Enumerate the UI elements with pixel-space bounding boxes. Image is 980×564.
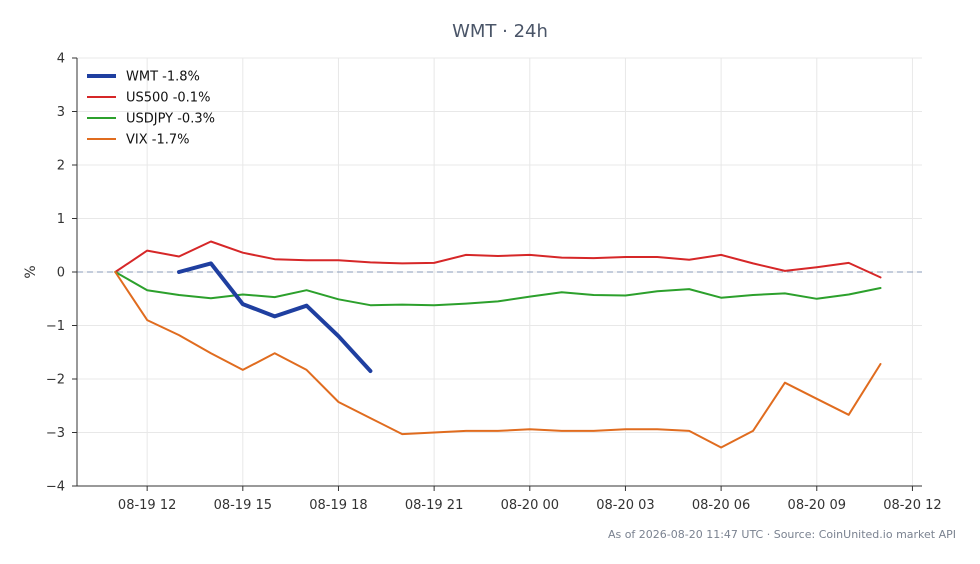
- y-axis-label: %: [23, 265, 39, 278]
- y-tick-label: 1: [57, 212, 65, 227]
- series-line-us500: [114, 240, 882, 279]
- legend-label-us500: US500 -0.1%: [126, 91, 210, 106]
- axes: [72, 57, 922, 491]
- footer-source-note: As of 2026-08-20 11:47 UTC · Source: Coi…: [608, 528, 956, 541]
- y-tick-label: 4: [57, 52, 65, 67]
- legend-label-wmt: WMT -1.8%: [126, 70, 200, 85]
- series-lines: [114, 240, 882, 449]
- chart-title: WMT · 24h: [452, 21, 548, 42]
- y-tick-label: −1: [46, 319, 65, 334]
- x-tick-label: 08-20 12: [883, 498, 941, 513]
- x-tick-label: 08-19 15: [214, 498, 272, 513]
- series-line-vix: [114, 271, 882, 449]
- x-tick-label: 08-20 03: [596, 498, 654, 513]
- series-line-wmt: [177, 261, 373, 373]
- x-tick-label: 08-19 12: [118, 498, 176, 513]
- x-tick-label: 08-19 18: [309, 498, 367, 513]
- x-tick-label: 08-20 00: [501, 498, 559, 513]
- x-tick-label: 08-19 21: [405, 498, 463, 513]
- legend: WMT -1.8% US500 -0.1% USDJPY -0.3% VIX -1.7…: [87, 70, 215, 148]
- x-tick-label: 08-20 06: [692, 498, 750, 513]
- y-tick-label: 3: [57, 105, 65, 120]
- x-tick-label: 08-20 09: [788, 498, 846, 513]
- y-tick-label: 0: [57, 266, 65, 281]
- y-tick-label: −4: [46, 480, 65, 495]
- y-tick-labels: 4 3 2 1 0 −1 −2 −3 −4: [46, 52, 65, 495]
- y-tick-label: −3: [46, 426, 65, 441]
- x-tick-labels: 08-19 12 08-19 15 08-19 18 08-19 21 08-20 00…: [118, 498, 942, 513]
- y-tick-label: −2: [46, 373, 65, 388]
- legend-label-usdjpy: USDJPY -0.3%: [126, 112, 215, 127]
- y-tick-label: 2: [57, 159, 65, 174]
- series-line-usdjpy: [114, 271, 882, 307]
- legend-label-vix: VIX -1.7%: [126, 133, 189, 148]
